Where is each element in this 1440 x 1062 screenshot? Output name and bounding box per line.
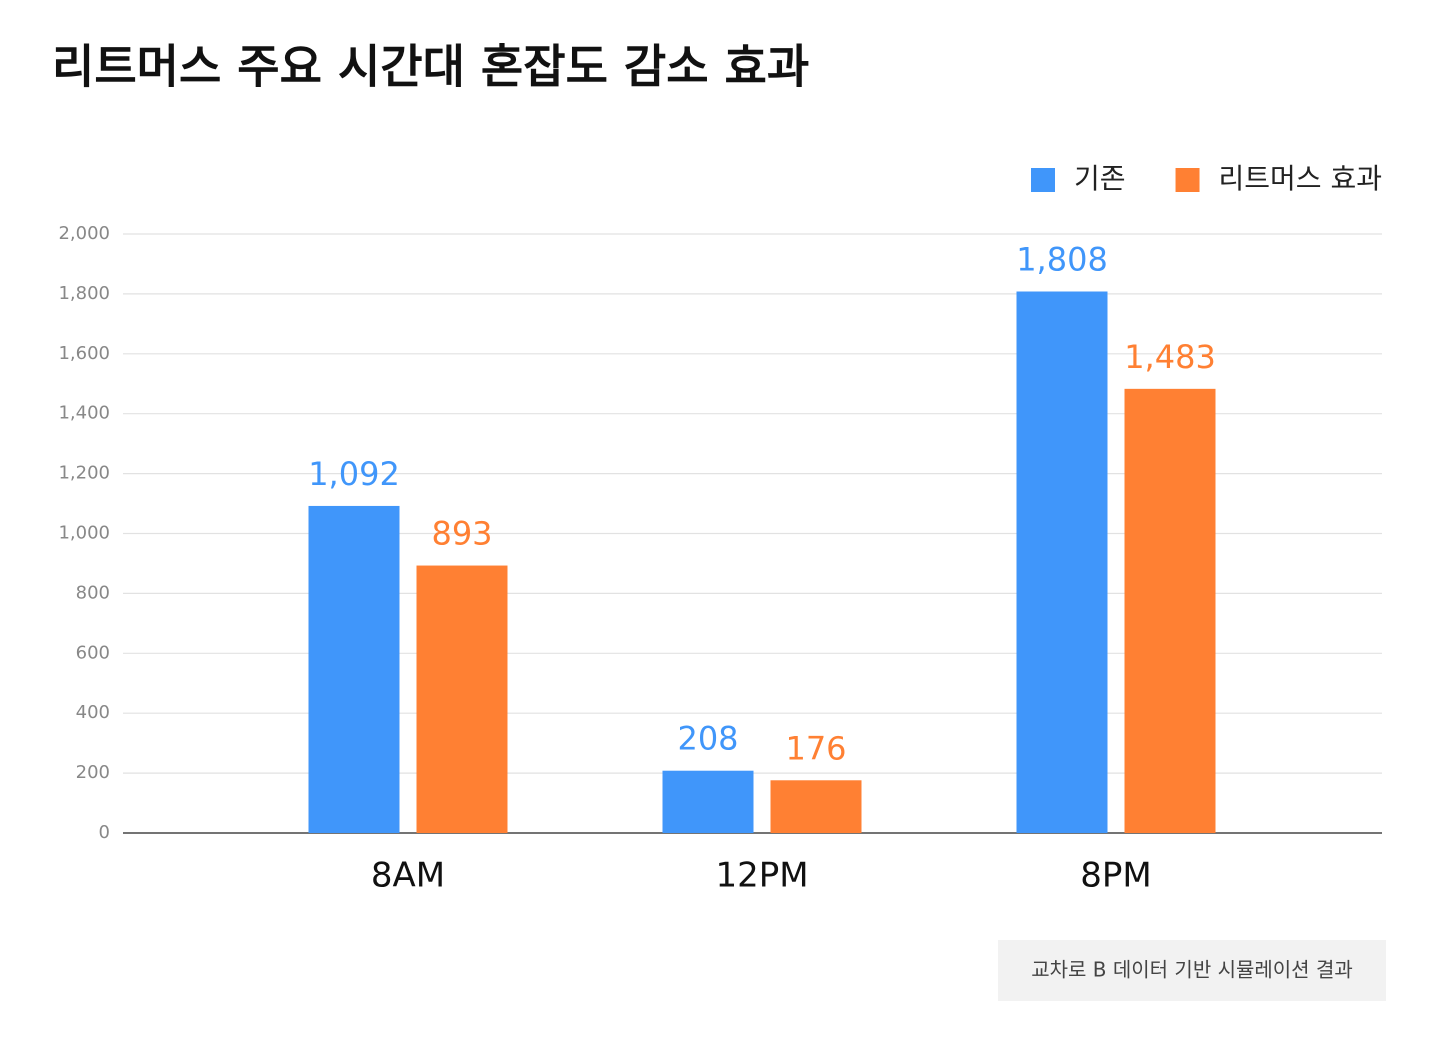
y-tick-label: 600 bbox=[76, 642, 110, 663]
value-label: 1,808 bbox=[1016, 241, 1108, 279]
y-tick-label: 0 bbox=[99, 822, 110, 843]
x-tick-label: 8PM bbox=[1080, 856, 1151, 896]
bar bbox=[308, 505, 400, 833]
y-tick-label: 1,000 bbox=[58, 523, 110, 544]
legend-label: 기존 bbox=[1074, 162, 1126, 195]
note-box bbox=[998, 940, 1386, 1001]
value-label: 176 bbox=[785, 729, 846, 767]
y-tick-label: 800 bbox=[76, 582, 110, 603]
bar bbox=[1124, 388, 1216, 833]
y-tick-label: 1,200 bbox=[58, 463, 110, 484]
x-tick-label: 8AM bbox=[371, 856, 445, 896]
value-label: 1,092 bbox=[308, 455, 400, 493]
legend-label: 리트머스 효과 bbox=[1219, 162, 1382, 195]
y-tick-label: 1,800 bbox=[58, 283, 110, 304]
bar bbox=[1016, 291, 1108, 833]
bar bbox=[662, 770, 754, 833]
legend-swatch bbox=[1031, 168, 1055, 192]
note: 교차로 B 데이터 기반 시뮬레이션 결과 bbox=[1031, 958, 1353, 982]
y-tick-label: 1,600 bbox=[58, 343, 110, 364]
bar bbox=[416, 565, 508, 833]
legend-swatch bbox=[1175, 168, 1200, 192]
value-label: 893 bbox=[431, 515, 492, 553]
bar bbox=[770, 780, 862, 833]
y-tick-label: 400 bbox=[76, 702, 110, 723]
x-tick-label: 12PM bbox=[715, 856, 808, 896]
value-label: 208 bbox=[677, 720, 738, 758]
value-label: 1,483 bbox=[1124, 338, 1216, 376]
y-tick-label: 1,400 bbox=[58, 403, 110, 424]
chart-title: 리트머스 주요 시간대 혼잡도 감소 효과 bbox=[52, 40, 809, 94]
y-tick-label: 2,000 bbox=[58, 223, 110, 244]
y-tick-label: 200 bbox=[76, 762, 110, 783]
